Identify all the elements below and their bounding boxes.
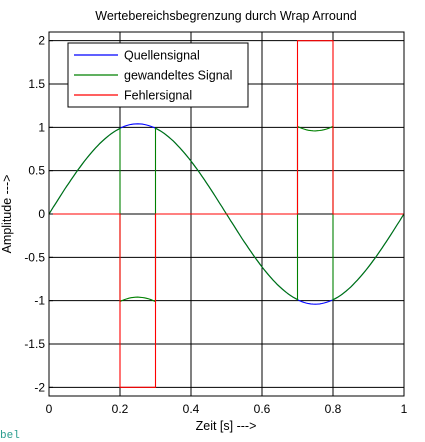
series-layer [48, 40, 405, 388]
legend-label-1: Quellensignal [124, 49, 200, 63]
legend: Quellensignal gewandeltes Signal Fehlersig… [67, 42, 249, 108]
y-tick-label: 0.5 [28, 164, 45, 178]
x-tick-label: 0.2 [112, 402, 129, 416]
x-axis-label: Zeit [s] ---> [196, 419, 257, 433]
y-tick-label: -1.5 [24, 337, 45, 351]
y-tick-label: 2 [38, 34, 45, 48]
y-tick-label: 0 [38, 207, 45, 221]
x-tick-label: 0.8 [325, 402, 342, 416]
y-tick-label: -2 [34, 380, 45, 394]
x-tick-label: 0.4 [183, 402, 200, 416]
x-tick-label: 1 [401, 402, 408, 416]
footer-text: bel [0, 430, 20, 442]
y-axis-ticks: 2 1.5 1 0.5 0 -0.5 -1 -1.5 -2 [24, 34, 53, 394]
x-tick-label: 0 [46, 402, 53, 416]
y-tick-label: -1 [34, 294, 45, 308]
legend-label-3: Fehlersignal [124, 89, 192, 103]
series-line-3 [49, 40, 404, 388]
x-axis-ticks: 0 0.2 0.4 0.6 0.8 1 [46, 392, 408, 416]
y-axis-label: Amplitude ---> [0, 175, 14, 254]
legend-label-2: gewandeltes Signal [124, 69, 232, 83]
x-tick-label: 0.6 [254, 402, 271, 416]
chart-title: Wertebereichsbegrenzung durch Wrap Arrou… [95, 9, 357, 23]
y-tick-label: -0.5 [24, 250, 45, 264]
y-tick-label: 1.5 [28, 77, 45, 91]
y-tick-label: 1 [38, 120, 45, 134]
